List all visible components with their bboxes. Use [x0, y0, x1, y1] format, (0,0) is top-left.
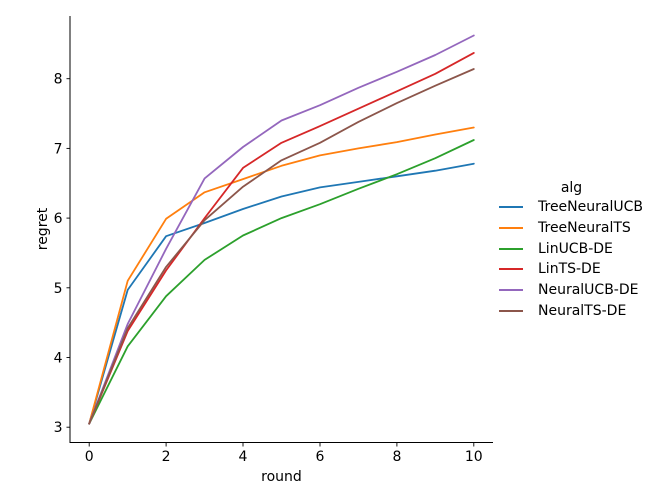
x-tick-label: 8 [392, 449, 401, 465]
legend-item: LinUCB-DE [499, 238, 644, 259]
series-line-lints-de [88, 52, 475, 425]
series-line-neuralts-de [88, 68, 475, 425]
legend-swatch-icon [499, 247, 523, 250]
series-line-treeneuralucb [88, 162, 475, 425]
x-tick-label: 10 [465, 449, 483, 465]
legend-label: LinUCB-DE [538, 240, 613, 257]
legend-title: alg [560, 180, 583, 196]
legend-swatch-icon [499, 309, 523, 312]
y-tick-label: 4 [54, 351, 63, 367]
series-line-neuralucb-de [88, 34, 475, 425]
legend-item: NeuralUCB-DE [499, 280, 644, 301]
legend-label: NeuralUCB-DE [538, 282, 639, 299]
legend: alg TreeNeuralUCB TreeNeuralTS LinUCB-DE Li… [499, 180, 644, 321]
y-tick-label: 6 [54, 211, 63, 227]
legend-items: TreeNeuralUCB TreeNeuralTS LinUCB-DE LinTS-… [499, 197, 644, 321]
legend-item: TreeNeuralTS [499, 218, 644, 239]
legend-label: LinTS-DE [538, 261, 601, 278]
legend-swatch-icon [499, 268, 523, 271]
legend-label: NeuralTS-DE [538, 302, 627, 319]
x-axis-ticks: 0 2 4 6 8 10 [85, 442, 483, 465]
legend-label: TreeNeuralUCB [538, 199, 643, 216]
legend-item: LinTS-DE [499, 259, 644, 280]
x-tick-label: 0 [85, 449, 94, 465]
x-tick-label: 4 [239, 449, 248, 465]
y-tick-label: 3 [54, 420, 63, 436]
series-line-treeneuralts [88, 126, 475, 425]
legend-swatch-icon [499, 227, 523, 230]
axes: 3 4 5 6 7 8 0 2 4 6 8 10 [54, 16, 493, 465]
legend-item: TreeNeuralUCB [499, 197, 644, 218]
x-axis-label: round [261, 469, 302, 485]
legend-swatch-icon [499, 206, 523, 209]
legend-swatch-icon [499, 289, 523, 292]
y-axis-label: regret [35, 207, 51, 250]
legend-item: NeuralTS-DE [499, 300, 644, 321]
series-lines [88, 34, 475, 425]
y-tick-label: 7 [54, 141, 63, 157]
x-tick-label: 6 [316, 449, 325, 465]
y-tick-label: 8 [54, 72, 63, 88]
y-tick-label: 5 [54, 281, 63, 297]
legend-label: TreeNeuralTS [538, 220, 631, 237]
y-axis-ticks: 3 4 5 6 7 8 [54, 72, 70, 436]
series-line-linucb-de [88, 139, 475, 425]
x-tick-label: 2 [162, 449, 171, 465]
